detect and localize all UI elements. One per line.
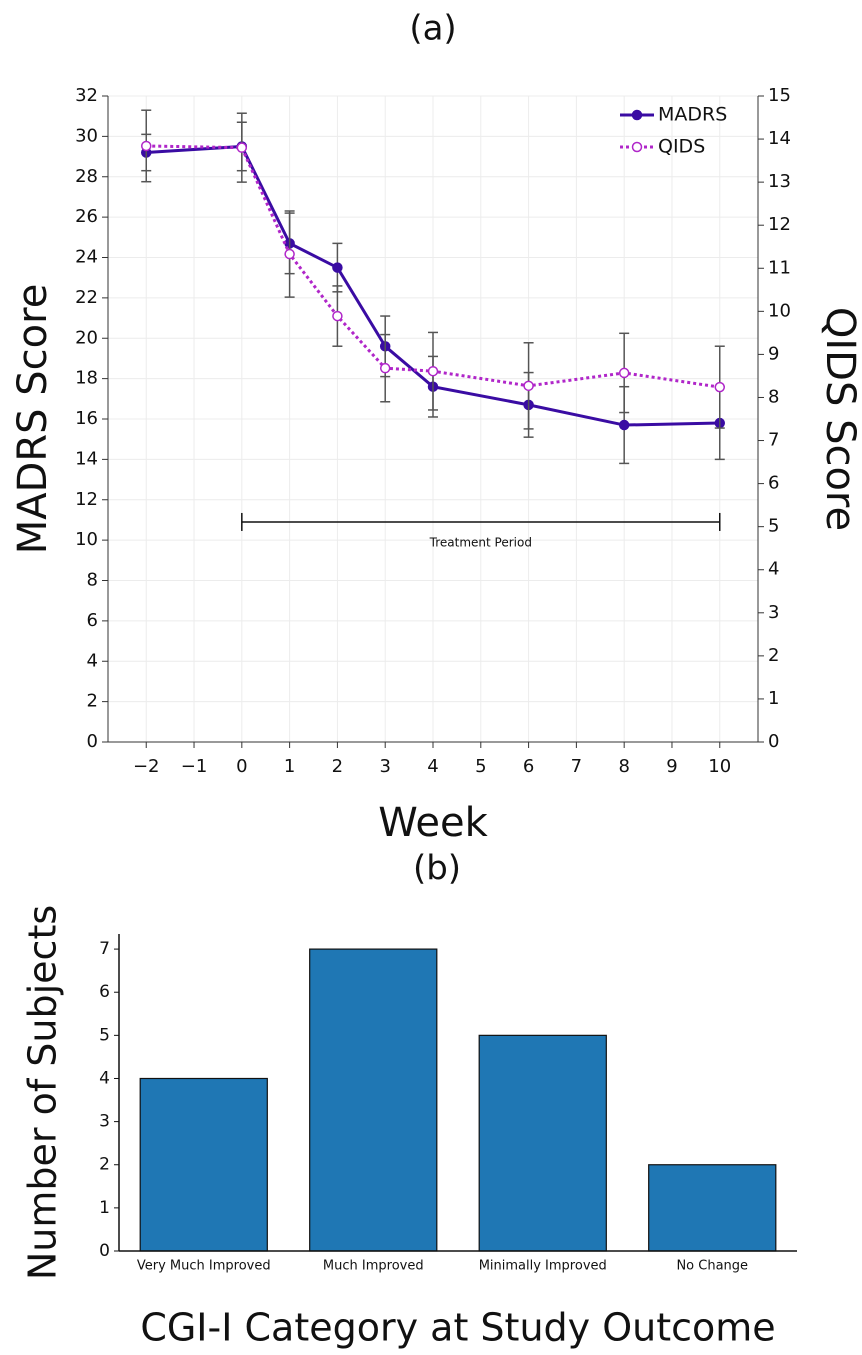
y2-tick-label: 0	[768, 731, 779, 752]
y2-tick-label: 11	[768, 257, 791, 278]
x-tick-label: 4	[427, 756, 438, 777]
point	[236, 142, 248, 153]
x-tick-label: 0	[236, 756, 247, 777]
annotation-text: Treatment Period	[429, 535, 532, 549]
legend-marker	[631, 141, 643, 153]
y2-tick-label: 9	[768, 343, 779, 364]
y-tick-label: 0	[99, 1241, 110, 1261]
y-tick-label: 6	[99, 982, 110, 1002]
y2-tick-label: 1	[768, 688, 779, 709]
y-tick-label: 5	[99, 1025, 110, 1045]
y-tick-label: 4	[99, 1068, 110, 1088]
point	[427, 365, 439, 377]
y2-tick-label: 10	[768, 300, 791, 321]
y2-tick-label: 4	[768, 559, 779, 580]
y2-tick-label: 3	[768, 602, 779, 623]
y2-tick-label: 5	[768, 516, 779, 537]
y-tick-label: 26	[75, 206, 98, 227]
chart-title: (a)	[409, 9, 456, 49]
point	[332, 310, 343, 322]
point	[714, 381, 726, 393]
bar	[309, 948, 438, 1252]
x-tick-label: 9	[666, 756, 677, 777]
x-tick-label: No Change	[676, 1259, 748, 1274]
y2-tick-label: 13	[768, 171, 791, 192]
x-tick-label: −1	[181, 756, 208, 777]
y2-tick-label: 15	[768, 85, 791, 106]
y-tick-label: 20	[75, 327, 98, 348]
legend-label: QIDS	[658, 136, 705, 158]
point	[618, 419, 630, 431]
y-tick-label: 16	[75, 408, 98, 429]
y2-tick-label: 12	[768, 214, 791, 235]
x-tick-label: Very Much Improved	[137, 1259, 271, 1274]
x-tick-label: −2	[133, 756, 160, 777]
x-tick-label: 3	[379, 756, 390, 777]
y2-axis-title: QIDS Score	[817, 307, 862, 531]
legend-marker	[631, 109, 643, 121]
y-tick-label: 8	[87, 570, 98, 591]
y2-tick-label: 14	[768, 128, 791, 149]
x-tick-label: 7	[571, 756, 582, 777]
y2-tick-label: 7	[768, 430, 779, 451]
x-tick-label: Minimally Improved	[479, 1259, 607, 1274]
x-axis-title: CGI-I Category at Study Outcome	[140, 1306, 775, 1350]
y-tick-label: 10	[75, 529, 98, 550]
bar	[478, 1034, 607, 1252]
x-tick-label: 6	[523, 756, 534, 777]
y-tick-label: 22	[75, 287, 98, 308]
y-tick-label: 3	[99, 1112, 110, 1132]
y-tick-label: 28	[75, 166, 98, 187]
y-tick-label: 0	[87, 731, 98, 752]
point	[332, 262, 343, 273]
y2-tick-label: 2	[768, 645, 779, 666]
y-tick-label: 1	[99, 1198, 110, 1218]
legend-label: MADRS	[658, 104, 727, 126]
x-tick-label: 1	[284, 756, 295, 777]
y-tick-label: 12	[75, 489, 98, 510]
x-tick-label: 8	[618, 756, 629, 777]
x-tick-label: Much Improved	[323, 1259, 424, 1274]
bar	[648, 1164, 777, 1252]
point	[523, 380, 534, 392]
x-tick-label: 5	[475, 756, 486, 777]
y-tick-label: 18	[75, 368, 98, 389]
y-tick-label: 14	[75, 448, 98, 469]
point	[140, 140, 152, 152]
x-tick-label: 2	[332, 756, 343, 777]
x-tick-label: 10	[708, 756, 731, 777]
y-tick-label: 24	[75, 247, 98, 268]
point	[379, 362, 391, 374]
y-tick-label: 4	[87, 650, 98, 671]
y2-tick-label: 8	[768, 386, 779, 407]
y-tick-label: 6	[87, 610, 98, 631]
y-axis-title: Number of Subjects	[21, 905, 65, 1280]
y-tick-label: 2	[99, 1155, 110, 1175]
y-axis-title: MADRS Score	[10, 284, 56, 555]
chart-title: (b)	[413, 849, 461, 889]
y2-tick-label: 6	[768, 473, 779, 494]
y-tick-label: 30	[75, 125, 98, 146]
point	[284, 248, 295, 260]
y-tick-label: 7	[99, 939, 110, 959]
point	[618, 367, 630, 379]
y-tick-label: 2	[87, 691, 98, 712]
y-tick-label: 32	[75, 85, 98, 106]
bar	[139, 1077, 268, 1252]
x-axis-title: Week	[378, 800, 488, 846]
